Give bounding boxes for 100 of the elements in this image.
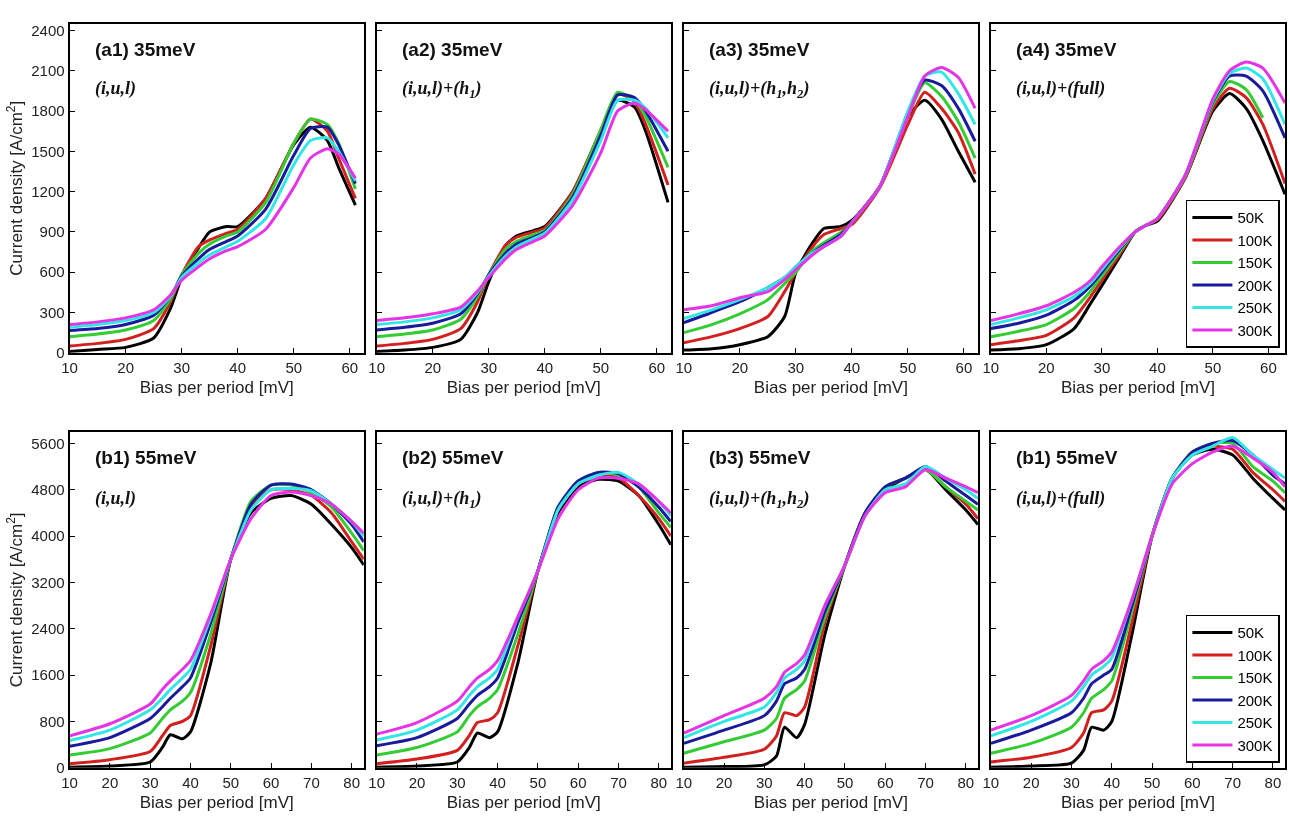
legend-label: 100K bbox=[1237, 646, 1273, 664]
x-tick-label: 40 bbox=[489, 773, 506, 791]
text: (i,u,l) bbox=[95, 488, 137, 509]
x-tick-label: 40 bbox=[182, 773, 199, 791]
x-axis-title: Bias per period [mV] bbox=[446, 792, 601, 812]
x-tick-label: 20 bbox=[408, 773, 426, 791]
y-tick-label: 2400 bbox=[31, 21, 65, 39]
x-tick-label: 40 bbox=[1103, 773, 1121, 791]
text: (i,u,l)+(h$_{1}$,h$_{2}$) bbox=[709, 78, 810, 101]
x-tick-label: 20 bbox=[101, 773, 119, 791]
text: (i,u,l) bbox=[95, 78, 137, 99]
x-tick-label: 80 bbox=[650, 773, 668, 791]
text: (a2) 35meV bbox=[402, 39, 503, 60]
x-tick-label: 40 bbox=[1149, 358, 1166, 376]
x-tick-label: 10 bbox=[368, 773, 386, 791]
text: (i,u,l)+(h$_{1}$) bbox=[402, 488, 482, 511]
legend-label: 300K bbox=[1237, 321, 1273, 339]
x-tick-label: 20 bbox=[1038, 358, 1055, 376]
y-tick-label: 2400 bbox=[31, 620, 65, 637]
x-axis-title: Bias per period [mV] bbox=[753, 792, 908, 812]
legend-label: 150K bbox=[1237, 669, 1273, 687]
text: (b3) 55meV bbox=[709, 447, 811, 468]
x-tick-label: 40 bbox=[796, 773, 814, 791]
legend-label: 150K bbox=[1237, 254, 1273, 272]
x-tick-label: 10 bbox=[675, 358, 693, 376]
x-tick-label: 50 bbox=[1204, 358, 1222, 376]
x-tick-label: 60 bbox=[876, 773, 894, 791]
text: (i,u,l)+(full) bbox=[1016, 78, 1106, 99]
x-tick-label: 70 bbox=[917, 773, 934, 791]
legend-label: 200K bbox=[1237, 691, 1273, 709]
text: (b1) 55meV bbox=[1016, 447, 1118, 468]
x-tick-label: 50 bbox=[899, 358, 917, 376]
y-tick-label: 600 bbox=[39, 263, 65, 281]
x-tick-label: 50 bbox=[285, 358, 303, 376]
x-tick-label: 50 bbox=[529, 773, 547, 791]
x-tick-label: 20 bbox=[117, 358, 134, 376]
x-tick-label: 80 bbox=[343, 773, 361, 791]
x-tick-label: 10 bbox=[368, 358, 386, 376]
text: (i,u,l)+(h$_{1}$) bbox=[402, 78, 482, 101]
text: (b2) 55meV bbox=[402, 447, 504, 468]
x-tick-label: 10 bbox=[982, 358, 1000, 376]
x-tick-label: 30 bbox=[141, 773, 159, 791]
x-tick-label: 80 bbox=[957, 773, 975, 791]
legend-label: 200K bbox=[1237, 276, 1273, 294]
text: (b1) 55meV bbox=[95, 447, 197, 468]
text: (i,u,l)+(full) bbox=[1016, 488, 1106, 509]
x-tick-label: 30 bbox=[173, 358, 191, 376]
x-axis-title: Bias per period [mV] bbox=[446, 377, 601, 397]
legend-label: 50K bbox=[1237, 624, 1265, 642]
x-axis-title: Bias per period [mV] bbox=[1060, 792, 1215, 812]
x-tick-label: 40 bbox=[843, 358, 861, 376]
x-tick-label: 20 bbox=[715, 773, 733, 791]
legend-label: 250K bbox=[1237, 714, 1273, 732]
y-tick-label: 1800 bbox=[31, 102, 65, 120]
x-tick-label: 40 bbox=[536, 358, 554, 376]
x-tick-label: 30 bbox=[448, 773, 466, 791]
x-tick-label: 60 bbox=[569, 773, 587, 791]
y-tick-label: 300 bbox=[39, 303, 65, 321]
x-tick-label: 20 bbox=[731, 358, 749, 376]
x-tick-label: 50 bbox=[222, 773, 240, 791]
x-tick-label: 40 bbox=[229, 358, 247, 376]
x-tick-label: 30 bbox=[1093, 358, 1111, 376]
y-tick-label: 4000 bbox=[31, 527, 65, 545]
x-tick-label: 70 bbox=[303, 773, 320, 791]
x-tick-label: 60 bbox=[341, 358, 359, 376]
x-tick-label: 10 bbox=[675, 773, 693, 791]
x-tick-label: 30 bbox=[787, 358, 805, 376]
x-tick-label: 80 bbox=[1264, 773, 1282, 791]
y-tick-label: 800 bbox=[39, 712, 65, 730]
text: (i,u,l)+(h$_{1}$,h$_{2}$) bbox=[709, 488, 810, 511]
x-tick-label: 20 bbox=[424, 358, 442, 376]
x-tick-label: 50 bbox=[1143, 773, 1161, 791]
legend-label: 50K bbox=[1237, 209, 1265, 227]
x-tick-label: 60 bbox=[262, 773, 280, 791]
x-axis-title: Bias per period [mV] bbox=[1060, 377, 1215, 397]
y-tick-label: 1500 bbox=[31, 142, 65, 160]
y-tick-label: 5600 bbox=[31, 434, 65, 452]
x-tick-label: 10 bbox=[982, 773, 1000, 791]
x-axis-title: Bias per period [mV] bbox=[753, 377, 908, 397]
legend-label: 100K bbox=[1237, 231, 1273, 249]
x-tick-label: 50 bbox=[836, 773, 854, 791]
y-tick-label: 1200 bbox=[31, 182, 65, 200]
y-tick-label: 1600 bbox=[31, 666, 65, 684]
x-tick-label: 60 bbox=[1260, 358, 1277, 376]
x-tick-label: 60 bbox=[955, 358, 973, 376]
x-tick-label: 60 bbox=[648, 358, 666, 376]
y-tick-label: 2100 bbox=[31, 61, 65, 79]
x-tick-label: 70 bbox=[610, 773, 627, 791]
x-axis-title: Bias per period [mV] bbox=[139, 792, 294, 812]
text: (a3) 35meV bbox=[709, 39, 810, 60]
legend-label: 250K bbox=[1237, 299, 1273, 317]
x-axis-title: Bias per period [mV] bbox=[139, 377, 294, 397]
x-tick-label: 30 bbox=[1063, 773, 1080, 791]
y-tick-label: 4800 bbox=[31, 480, 65, 498]
y-tick-label: 900 bbox=[39, 223, 65, 241]
x-tick-label: 20 bbox=[1022, 773, 1040, 791]
text: (a4) 35meV bbox=[1016, 39, 1117, 60]
x-tick-label: 50 bbox=[592, 358, 610, 376]
x-tick-label: 30 bbox=[756, 773, 773, 791]
x-tick-label: 70 bbox=[1224, 773, 1241, 791]
